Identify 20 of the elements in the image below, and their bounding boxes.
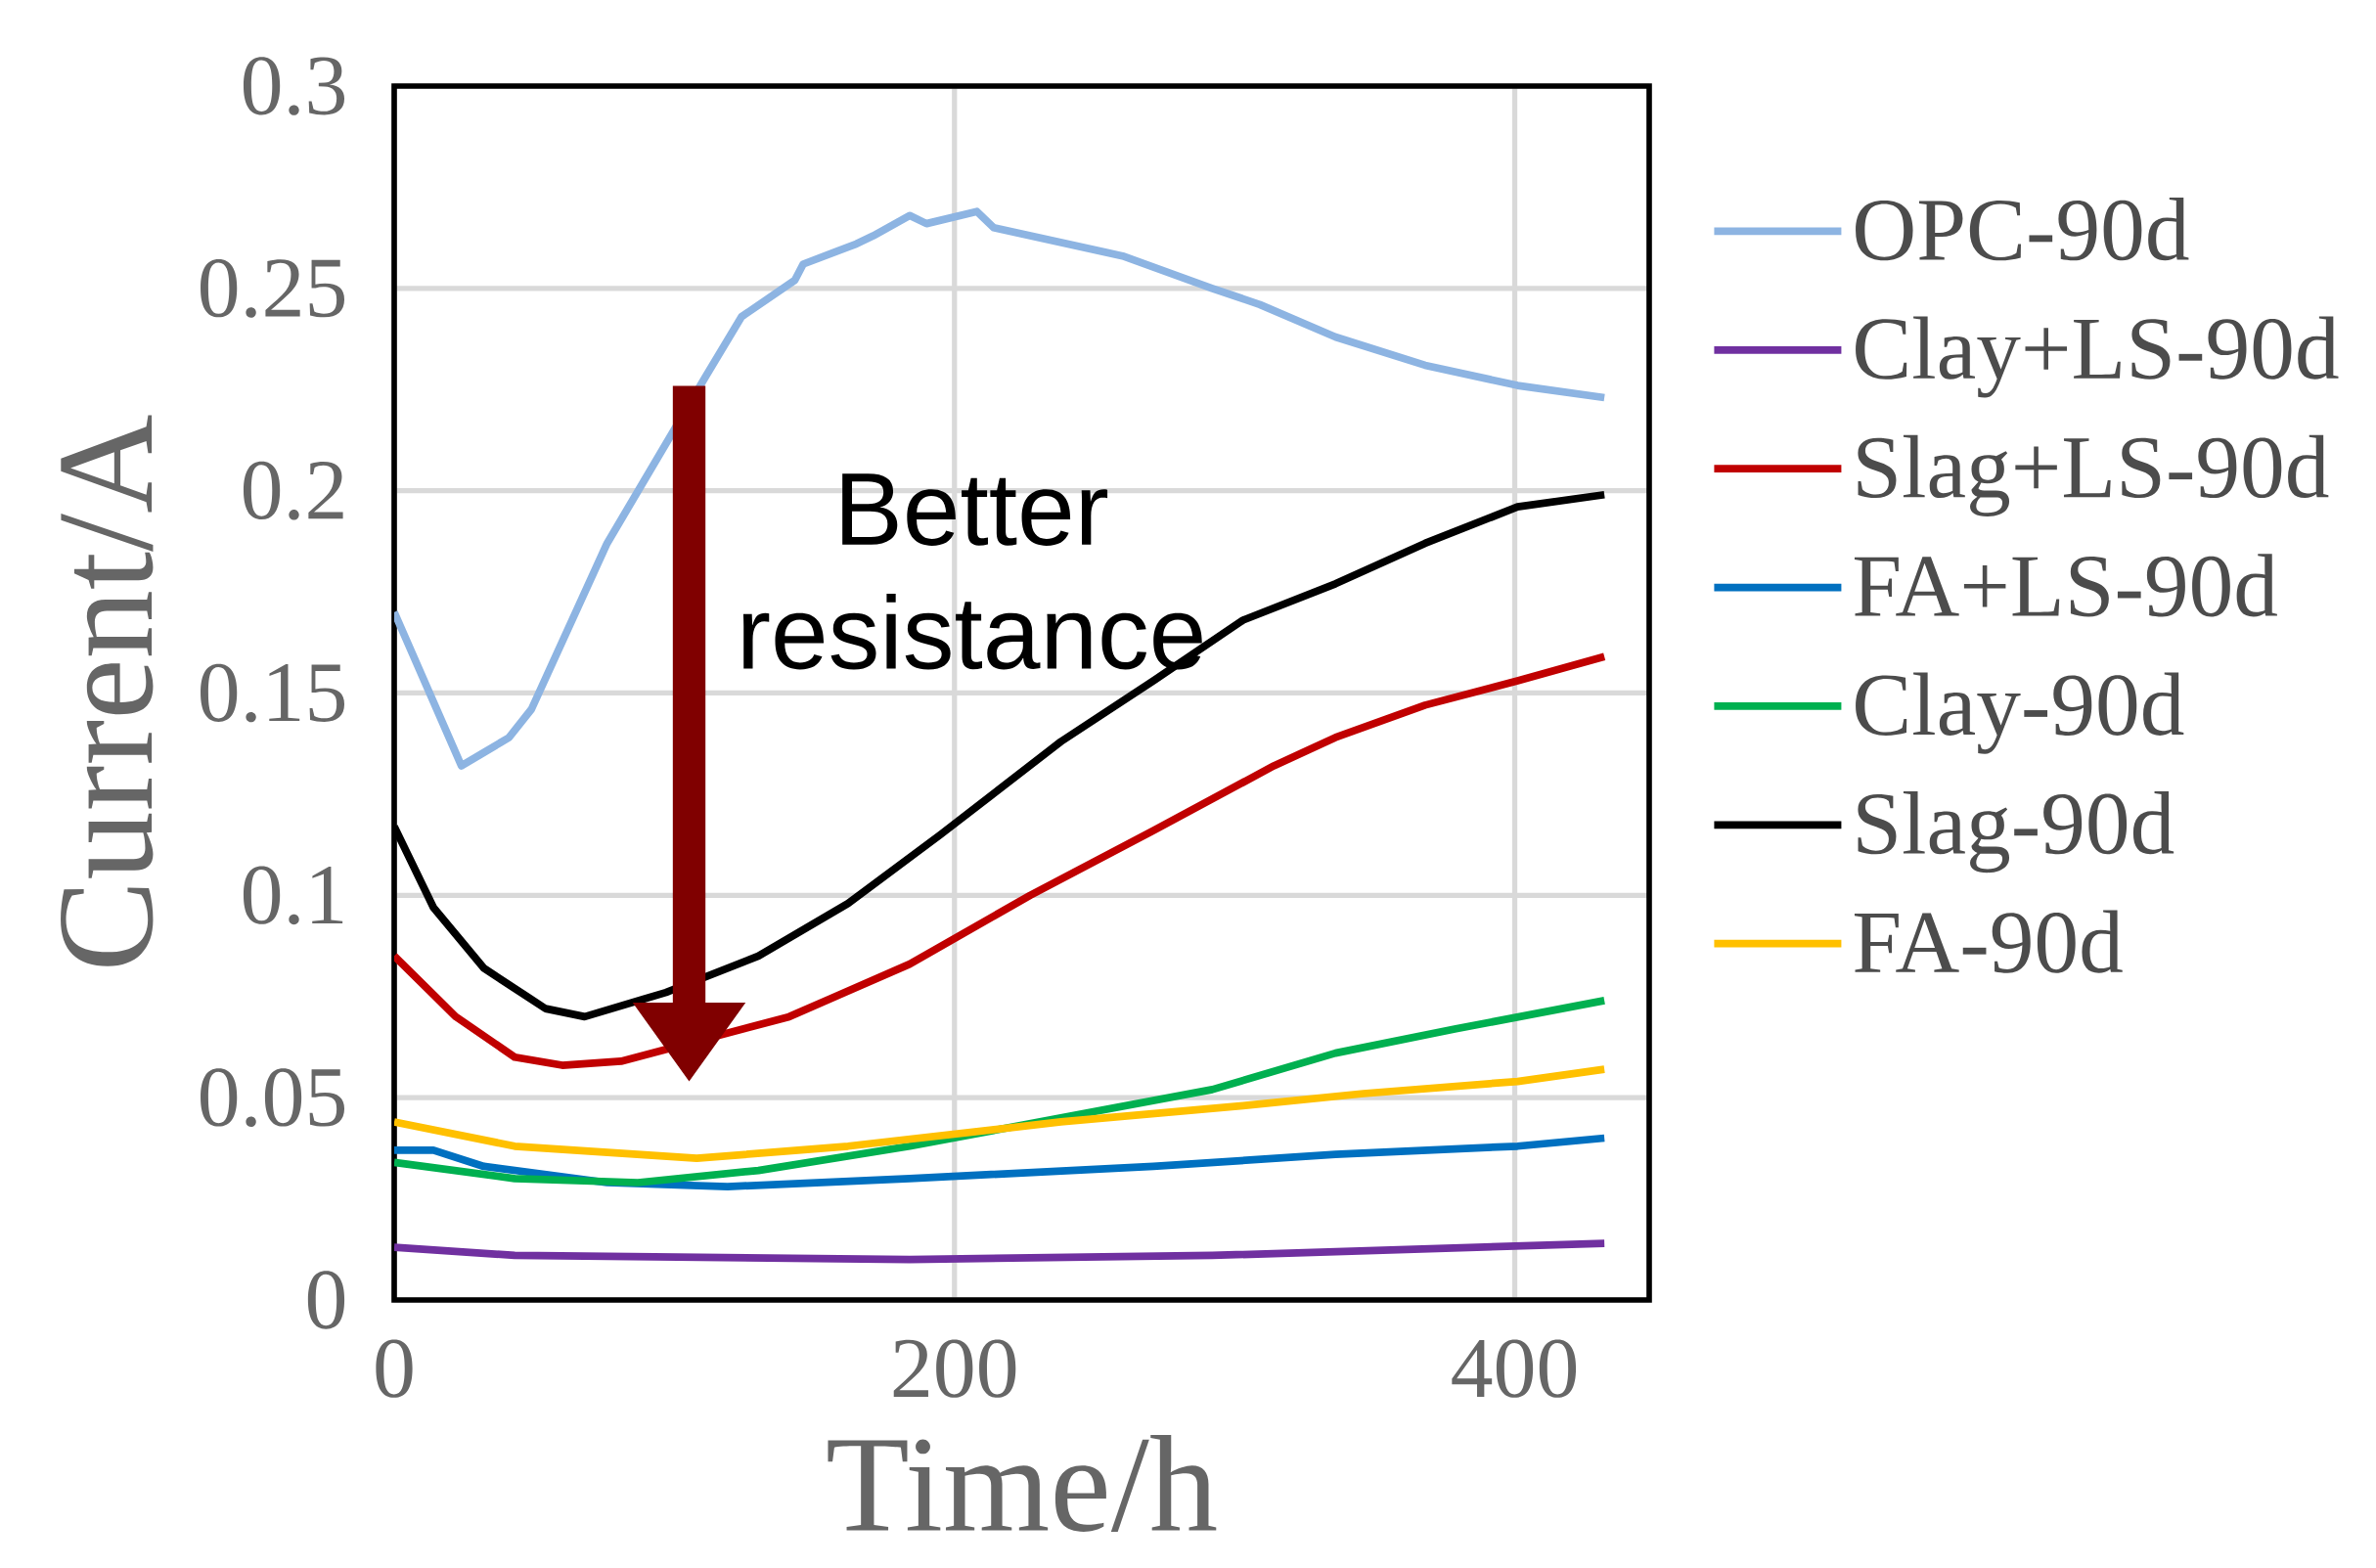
legend-label: Slag-90d <box>1858 791 2174 874</box>
legend-label: Clay-90d <box>1856 672 2184 754</box>
legend-label: Slag+LS-90d <box>1858 434 2329 516</box>
x-axis-title: Time/h <box>828 1435 1217 1532</box>
y-axis-title: Current/A <box>61 415 154 966</box>
x-tick-label: 200 <box>893 1339 1016 1398</box>
y-tick-label: 0.15 <box>201 663 345 723</box>
legend-label: FA+LS-90d <box>1854 554 2277 617</box>
y-tick-label: 0.25 <box>201 258 345 318</box>
x-tick-label: 0 <box>376 1339 413 1398</box>
legend-label: OPC-90d <box>1856 198 2189 261</box>
x-tick-label: 400 <box>1452 1339 1577 1398</box>
legend-label: Clay+LS-90d <box>1856 316 2339 398</box>
y-tick-label: 0.2 <box>243 461 343 520</box>
y-tick-label: 0.05 <box>201 1068 345 1128</box>
y-tick-label: 0.3 <box>243 57 345 115</box>
annotation: Better resistance <box>742 473 1202 670</box>
y-tick-label: 0 <box>307 1271 345 1329</box>
y-tick-label: 0.1 <box>243 866 343 925</box>
legend-label: FA-90d <box>1854 910 2123 973</box>
